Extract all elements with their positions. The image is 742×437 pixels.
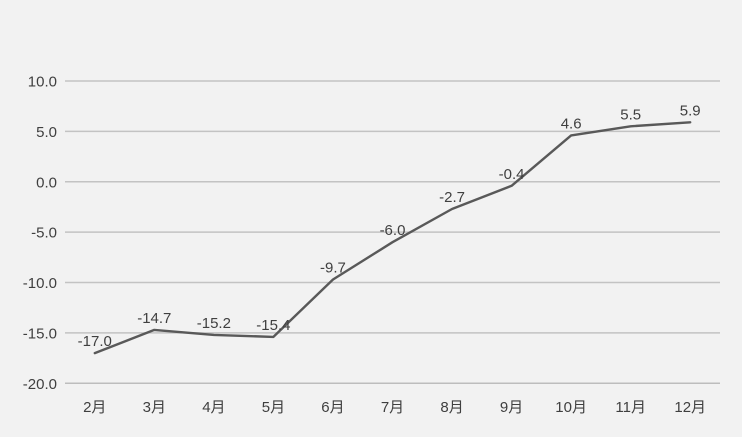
y-tick-label: -10.0	[23, 275, 57, 292]
x-tick-label: 12月	[674, 399, 706, 416]
data-label: -15.2	[197, 315, 231, 332]
x-tick-label: 4月	[202, 399, 225, 416]
y-tick-label: 0.0	[36, 174, 57, 191]
x-tick-label: 5月	[262, 399, 285, 416]
data-label: -9.7	[320, 260, 346, 277]
x-tick-label: 7月	[381, 399, 404, 416]
y-tick-label: 10.0	[28, 74, 57, 91]
x-tick-label: 11月	[615, 399, 646, 416]
data-label: -17.0	[78, 333, 112, 350]
data-label: -15.4	[256, 317, 290, 334]
x-tick-label: 9月	[500, 399, 523, 416]
data-label: 4.6	[561, 115, 582, 132]
y-tick-label: 5.0	[36, 124, 57, 141]
data-label: -6.0	[380, 222, 406, 239]
data-label: 5.9	[680, 102, 701, 119]
series-line	[93, 121, 692, 355]
x-tick-label: 8月	[440, 399, 463, 416]
x-tick-label: 3月	[143, 399, 166, 416]
data-label: -14.7	[137, 310, 171, 327]
y-tick-label: -5.0	[31, 225, 57, 242]
y-tick-label: -15.0	[23, 325, 57, 342]
data-label: -2.7	[439, 189, 465, 206]
x-tick-label: 6月	[321, 399, 344, 416]
x-tick-label: 2月	[83, 399, 106, 416]
data-label: 5.5	[620, 106, 641, 123]
y-tick-label: -20.0	[23, 376, 57, 393]
data-label: -0.4	[499, 166, 525, 183]
x-tick-label: 10月	[555, 399, 587, 416]
